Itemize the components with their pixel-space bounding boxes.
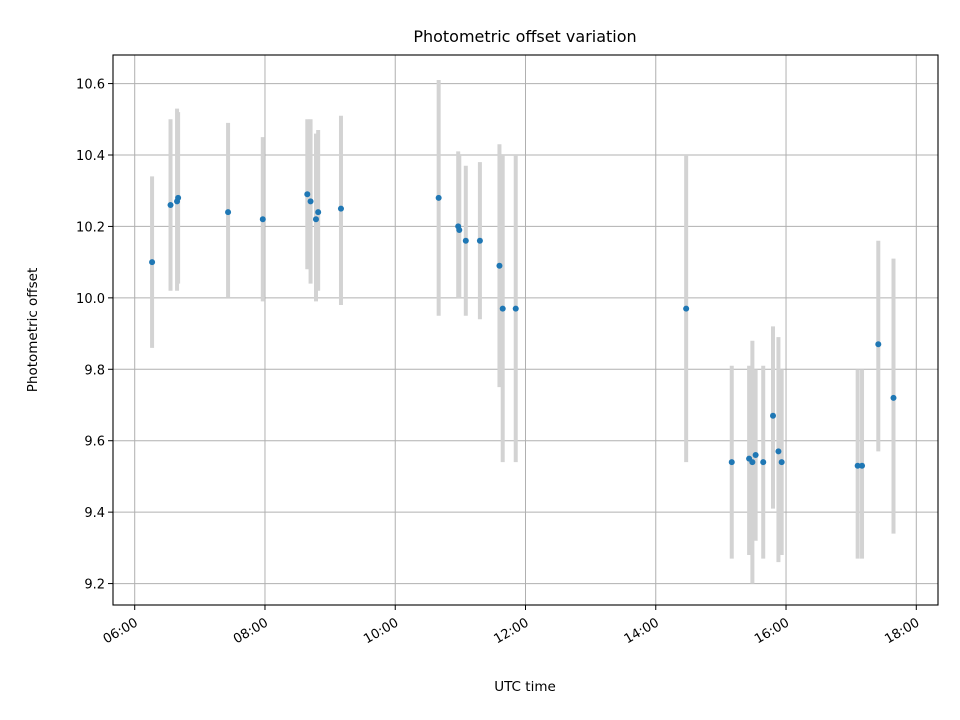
data-point — [476, 237, 483, 244]
data-point — [770, 412, 776, 419]
data-point — [456, 227, 463, 233]
data-point — [496, 262, 503, 269]
data-point — [728, 459, 735, 466]
data-point — [462, 237, 469, 244]
data-point — [435, 194, 442, 201]
data-point — [167, 202, 174, 208]
y-tick-label: 10.6 — [76, 78, 105, 93]
y-tick-label: 9.8 — [84, 363, 105, 378]
y-tick-label: 9.4 — [84, 506, 105, 521]
data-point — [875, 341, 882, 348]
data-point — [312, 216, 319, 223]
axis-ticks: 06:00 08:00 10:00 12:00 14:00 16:00 18:009.29.… — [76, 78, 922, 648]
data-point — [259, 216, 266, 223]
data-point — [775, 448, 782, 455]
y-tick-label: 10.2 — [76, 220, 105, 235]
data-point — [760, 459, 767, 466]
data-point — [749, 459, 756, 466]
data-point — [752, 452, 759, 458]
y-tick-label: 10.4 — [76, 149, 105, 164]
data-point — [175, 194, 182, 201]
chart-title: Photometric offset variation — [413, 27, 636, 46]
data-point — [149, 259, 156, 266]
y-tick-label: 9.6 — [84, 435, 105, 450]
data-points — [149, 191, 897, 469]
data-point — [859, 462, 866, 469]
data-point — [499, 305, 506, 312]
data-point — [890, 394, 897, 401]
y-axis-label: Photometric offset — [25, 268, 41, 392]
y-tick-label: 9.2 — [84, 578, 105, 593]
data-point — [683, 305, 690, 312]
data-point — [778, 459, 785, 466]
data-point — [337, 205, 344, 212]
grid — [113, 55, 938, 605]
data-point — [304, 191, 311, 198]
data-point — [315, 209, 322, 216]
data-point — [854, 462, 861, 469]
data-point — [225, 209, 232, 216]
y-tick-label: 10.0 — [76, 292, 105, 307]
x-axis-label: UTC time — [494, 679, 556, 695]
data-point — [307, 198, 314, 205]
data-point — [512, 305, 519, 312]
